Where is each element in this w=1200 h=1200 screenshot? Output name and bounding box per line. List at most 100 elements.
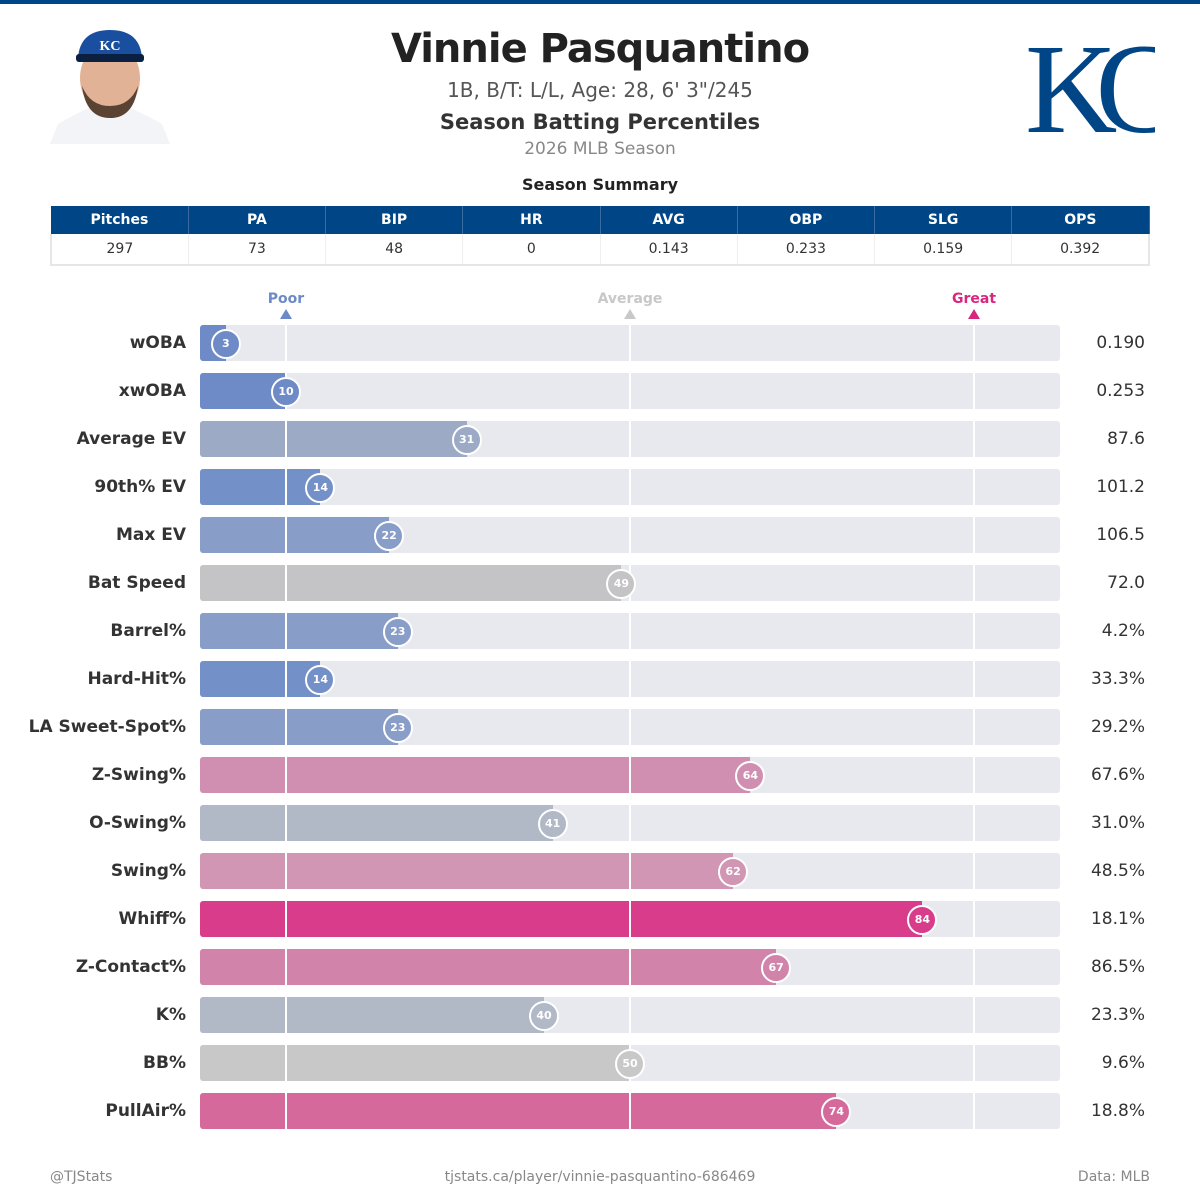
metric-value: 23.3% (1090, 1005, 1145, 1025)
reference-line (973, 373, 975, 409)
summary-header: Pitches (51, 206, 189, 234)
percentile-track: 64 (200, 757, 1060, 793)
reference-line (973, 901, 975, 937)
reference-line (973, 1093, 975, 1129)
reference-line (973, 613, 975, 649)
reference-line (973, 853, 975, 889)
percentile-track: 14 (200, 661, 1060, 697)
season-summary-table: Pitches PA BIP HR AVG OBP SLG OPS 297 73 48 0 0.143… (49, 206, 1151, 266)
reference-line (973, 1045, 975, 1081)
percentile-badge: 40 (529, 1001, 559, 1031)
marker-average: Average (580, 291, 680, 319)
percentile-track: 84 (200, 901, 1060, 937)
percentile-track: 49 (200, 565, 1060, 601)
percentile-track: 23 (200, 613, 1060, 649)
footer-source: Data: MLB (1077, 1169, 1150, 1185)
metric-label: BB% (143, 1053, 186, 1073)
reference-line (629, 853, 631, 889)
reference-line (973, 949, 975, 985)
reference-line (285, 805, 287, 841)
metric-label: PullAir% (105, 1101, 186, 1121)
reference-line (285, 1093, 287, 1129)
metric-label: Average EV (76, 429, 186, 449)
percentile-row: K% 40 23.3% (0, 997, 1200, 1033)
reference-line (285, 517, 287, 553)
percentile-track: 22 (200, 517, 1060, 553)
metric-value: 101.2 (1096, 477, 1145, 497)
metric-value: 33.3% (1090, 669, 1145, 689)
reference-line (629, 805, 631, 841)
reference-line (629, 709, 631, 745)
metric-value: 9.6% (1101, 1053, 1145, 1073)
footer-handle: @TJStats (50, 1169, 113, 1185)
metric-value: 106.5 (1096, 525, 1145, 545)
percentile-track: 40 (200, 997, 1060, 1033)
summary-value: 0.233 (737, 234, 876, 266)
triangle-icon (624, 309, 636, 319)
metric-value: 0.190 (1096, 333, 1145, 353)
metric-value: 87.6 (1107, 429, 1145, 449)
percentile-bar (200, 997, 544, 1033)
metric-value: 0.253 (1096, 381, 1145, 401)
summary-header: OBP (737, 206, 876, 234)
reference-line (629, 1093, 631, 1129)
percentile-row: 90th% EV 14 101.2 (0, 469, 1200, 505)
summary-value: 0.143 (600, 234, 738, 266)
season-label: 2026 MLB Season (524, 139, 676, 159)
percentile-track: 3 (200, 325, 1060, 361)
summary-value: 0.159 (874, 234, 1013, 266)
metric-label: Bat Speed (87, 573, 186, 593)
percentile-row: BB% 50 9.6% (0, 1045, 1200, 1081)
metric-label: Swing% (110, 861, 186, 881)
reference-line (973, 421, 975, 457)
reference-line (285, 421, 287, 457)
team-logo: KC (1025, 24, 1155, 144)
reference-line (629, 469, 631, 505)
metric-label: 90th% EV (94, 477, 186, 497)
percentile-badge: 14 (305, 473, 336, 503)
percentile-track: 41 (200, 805, 1060, 841)
percentile-badge: 10 (271, 377, 301, 407)
reference-line (629, 997, 631, 1033)
marker-label: Poor (267, 291, 305, 307)
percentile-row: Z-Contact% 67 86.5% (0, 949, 1200, 985)
percentile-badge: 22 (374, 521, 405, 551)
metric-label: K% (155, 1005, 186, 1025)
reference-line (629, 613, 631, 649)
percentile-bar (200, 901, 923, 937)
reference-line (285, 613, 287, 649)
reference-line (285, 757, 287, 793)
reference-line (973, 805, 975, 841)
percentile-bar (200, 1045, 630, 1081)
metric-value: 4.2% (1101, 621, 1145, 641)
summary-header: AVG (600, 206, 738, 234)
metric-value: 48.5% (1090, 861, 1145, 881)
summary-value: 0 (462, 234, 601, 266)
top-bar (0, 0, 1200, 4)
summary-header: OPS (1011, 206, 1150, 234)
percentile-badge: 31 (451, 425, 482, 455)
reference-line (973, 565, 975, 601)
percentile-row: O-Swing% 41 31.0% (0, 805, 1200, 841)
reference-line (285, 709, 287, 745)
reference-line (973, 469, 975, 505)
percentile-badge: 14 (305, 665, 336, 695)
percentile-badge: 50 (615, 1049, 645, 1079)
reference-line (285, 997, 287, 1033)
metric-value: 29.2% (1090, 717, 1145, 737)
metric-label: O-Swing% (89, 813, 186, 833)
metric-label: Max EV (115, 525, 186, 545)
percentile-badge: 74 (821, 1097, 852, 1127)
percentile-badge: 23 (382, 713, 413, 743)
footer-url[interactable]: tjstats.ca/player/vinnie-pasquantino-686… (444, 1169, 756, 1185)
percentile-bar (200, 613, 398, 649)
reference-line (973, 325, 975, 361)
metric-label: Barrel% (110, 621, 186, 641)
reference-line (629, 949, 631, 985)
percentile-bar (200, 757, 751, 793)
reference-line (973, 517, 975, 553)
percentile-badge: 84 (907, 905, 938, 935)
percentile-badge: 49 (606, 569, 637, 599)
metric-value: 31.0% (1090, 813, 1145, 833)
metric-label: Z-Contact% (75, 957, 186, 977)
